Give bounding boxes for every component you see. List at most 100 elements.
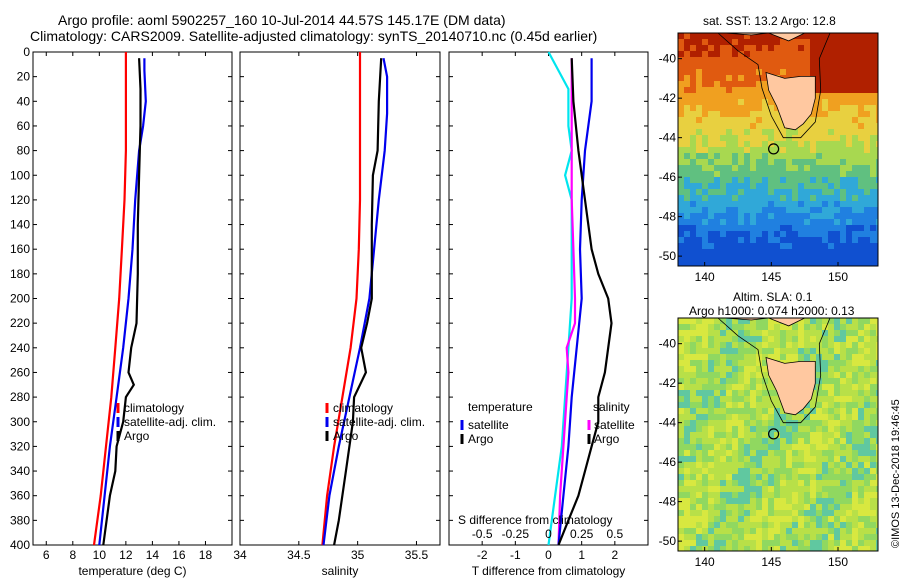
map-cell — [858, 165, 864, 171]
map-cell — [858, 384, 864, 390]
map-cell — [876, 486, 878, 492]
map-cell — [750, 456, 756, 462]
map-cell — [732, 330, 738, 336]
map-cell — [702, 510, 708, 516]
map-cell — [696, 372, 702, 378]
map-cell — [834, 255, 840, 261]
map-cell — [834, 486, 840, 492]
map-cell — [702, 414, 708, 420]
map-cell — [774, 117, 780, 123]
map-cell — [702, 432, 708, 438]
map-cell — [732, 111, 738, 117]
map-cell — [858, 105, 864, 111]
map-cell — [828, 51, 834, 57]
map-cell — [816, 462, 822, 468]
map-cell — [840, 75, 846, 81]
map-cell — [804, 87, 810, 93]
map-cell — [708, 408, 714, 414]
map-cell — [804, 195, 810, 201]
map-cell — [846, 492, 852, 498]
map-cell — [792, 81, 798, 87]
map-cell — [684, 456, 690, 462]
map-cell — [762, 492, 768, 498]
map-cell — [726, 402, 732, 408]
map-cell — [834, 420, 840, 426]
map-cell — [690, 231, 696, 237]
map-cell — [720, 225, 726, 231]
map-cell — [864, 372, 870, 378]
map-cell — [852, 336, 858, 342]
map-cell — [696, 123, 702, 129]
map-cell — [870, 195, 876, 201]
map-cell — [852, 342, 858, 348]
map-cell — [858, 63, 864, 69]
legend-label: Argo — [468, 432, 494, 446]
map-cell — [864, 318, 870, 324]
map-cell — [798, 498, 804, 504]
map-cell — [804, 522, 810, 528]
map-cell — [816, 237, 822, 243]
map-cell — [720, 75, 726, 81]
map-cell — [762, 63, 768, 69]
map-cell — [792, 153, 798, 159]
map-cell — [690, 111, 696, 117]
map-cell — [750, 87, 756, 93]
map-cell — [834, 456, 840, 462]
map-cell — [768, 420, 774, 426]
map-cell — [804, 360, 810, 366]
map-cell — [726, 105, 732, 111]
map-cell — [810, 384, 816, 390]
map-cell — [678, 324, 684, 330]
x-tick-label: 10 — [93, 548, 107, 562]
map-cell — [798, 462, 804, 468]
map-cell — [702, 462, 708, 468]
map-cell — [756, 129, 762, 135]
map-cell — [852, 330, 858, 336]
y-tick-label: 0 — [23, 45, 30, 59]
map-cell — [840, 540, 846, 546]
map-cell — [810, 201, 816, 207]
map-cell — [810, 450, 816, 456]
map-cell — [750, 99, 756, 105]
map-cell — [684, 69, 690, 75]
map-cell — [726, 420, 732, 426]
map-cell — [762, 384, 768, 390]
map-cell — [798, 480, 804, 486]
map-cell — [780, 420, 786, 426]
map-cell — [732, 396, 738, 402]
map-cell — [750, 231, 756, 237]
map-cell — [708, 195, 714, 201]
map-cell — [714, 366, 720, 372]
map-cell — [738, 153, 744, 159]
map-cell — [846, 540, 852, 546]
map-cell — [702, 81, 708, 87]
map-cell — [816, 207, 822, 213]
map-cell — [720, 480, 726, 486]
map-cell — [714, 510, 720, 516]
map-cell — [756, 237, 762, 243]
map-cell — [870, 390, 876, 396]
map-cell — [726, 231, 732, 237]
map-cell — [684, 51, 690, 57]
map-cell — [678, 153, 684, 159]
map-cell — [840, 354, 846, 360]
map-cell — [870, 522, 876, 528]
map-cell — [774, 408, 780, 414]
map-cell — [714, 231, 720, 237]
map-cell — [810, 360, 816, 366]
map-cell — [816, 456, 822, 462]
map-cell — [732, 342, 738, 348]
map-cell — [678, 261, 684, 266]
map-cell — [858, 153, 864, 159]
map-cell — [762, 498, 768, 504]
map-cell — [714, 456, 720, 462]
map-cell — [702, 420, 708, 426]
map-cell — [840, 384, 846, 390]
map-cell — [690, 261, 696, 266]
map-cell — [720, 249, 726, 255]
map-cell — [786, 372, 792, 378]
map-cell — [828, 426, 834, 432]
map-cell — [810, 516, 816, 522]
map-cell — [774, 69, 780, 75]
map-cell — [810, 462, 816, 468]
